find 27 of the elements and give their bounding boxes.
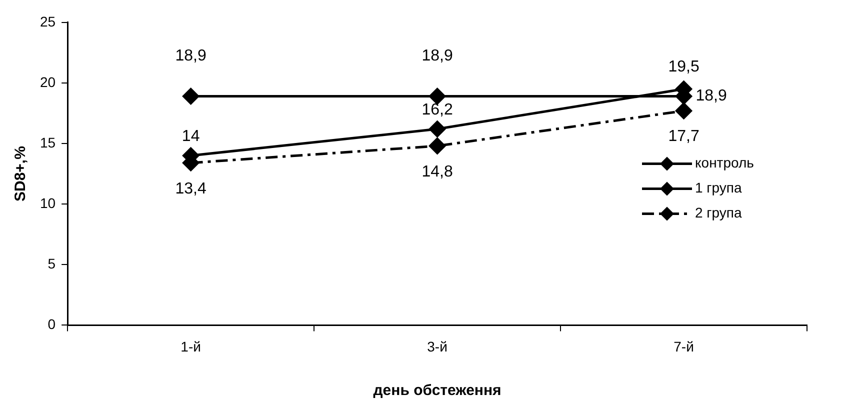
data-label: 14,8 bbox=[422, 163, 453, 180]
y-tick-label: 5 bbox=[48, 256, 56, 272]
point bbox=[676, 102, 692, 120]
point bbox=[429, 120, 446, 138]
legend-label: контроль bbox=[695, 154, 754, 171]
y-tick-label: 10 bbox=[40, 194, 56, 211]
data-label: 19,5 bbox=[668, 58, 700, 76]
data-label: 14 bbox=[182, 128, 200, 146]
data-label: 17,7 bbox=[668, 128, 700, 146]
data-label: 18,9 bbox=[696, 88, 728, 105]
legend-label: 2 група bbox=[695, 204, 742, 221]
point bbox=[429, 138, 446, 154]
point bbox=[182, 88, 200, 105]
x-tick-label: 7-й bbox=[674, 338, 694, 354]
data-label: 18,9 bbox=[422, 48, 453, 65]
x-axis-title: день обстеження bbox=[373, 382, 502, 400]
y-axis-title: SD8+,% bbox=[12, 146, 30, 202]
x-tick-label: 1-й bbox=[180, 338, 201, 354]
data-label: 18,9 bbox=[175, 48, 206, 65]
legend-label: 1 група bbox=[695, 180, 742, 196]
x-tick-label: 3-й bbox=[427, 338, 448, 354]
y-tick-label: 15 bbox=[40, 134, 56, 150]
y-tick-label: 20 bbox=[40, 74, 56, 90]
y-tick-label: 0 bbox=[48, 316, 56, 332]
data-label: 13,4 bbox=[175, 180, 206, 198]
data-label: 16,2 bbox=[422, 101, 453, 118]
y-tick-label: 25 bbox=[40, 13, 56, 30]
